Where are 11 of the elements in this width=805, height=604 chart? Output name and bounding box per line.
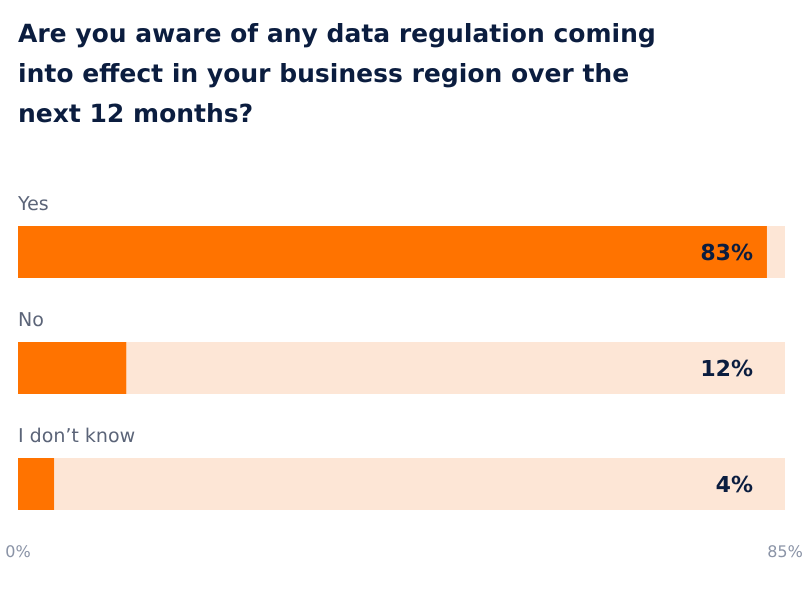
- data-label: 4%: [716, 473, 753, 498]
- y-tick-label: Yes: [17, 193, 49, 215]
- bar: [18, 342, 126, 394]
- x-tick-label: 85%: [767, 542, 803, 561]
- y-tick-label: I don’t know: [18, 425, 136, 447]
- data-label: 12%: [700, 357, 753, 382]
- x-tick-label: 0%: [5, 542, 31, 561]
- chart-title: Are you aware of any data regulation coming into effect in your business region over the next 12 months?: [18, 19, 656, 128]
- data-label: 83%: [700, 241, 753, 266]
- y-tick-label: No: [18, 309, 44, 331]
- bar: [18, 458, 54, 510]
